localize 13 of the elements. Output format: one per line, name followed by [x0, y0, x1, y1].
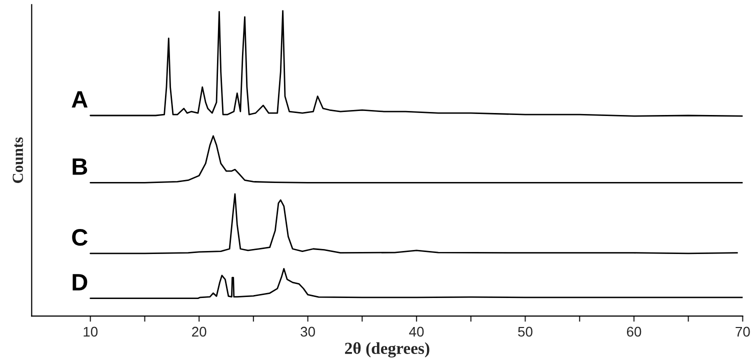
series-label: B	[72, 158, 88, 175]
x-tick-label: 20	[192, 326, 206, 337]
y-axis-title: Counts	[12, 137, 24, 183]
x-tick-label: 60	[626, 326, 642, 337]
x-axis-title: 2θ (degrees)	[345, 342, 430, 358]
x-tick-label: 40	[409, 326, 424, 337]
x-tick-label: 30	[300, 326, 315, 337]
x-tick-label: 10	[84, 326, 98, 337]
series-label: A	[72, 91, 88, 108]
x-tick-label: 50	[518, 326, 532, 337]
series-label: C	[72, 229, 88, 246]
x-tick-label: 70	[736, 326, 750, 337]
series-label: D	[72, 274, 88, 290]
